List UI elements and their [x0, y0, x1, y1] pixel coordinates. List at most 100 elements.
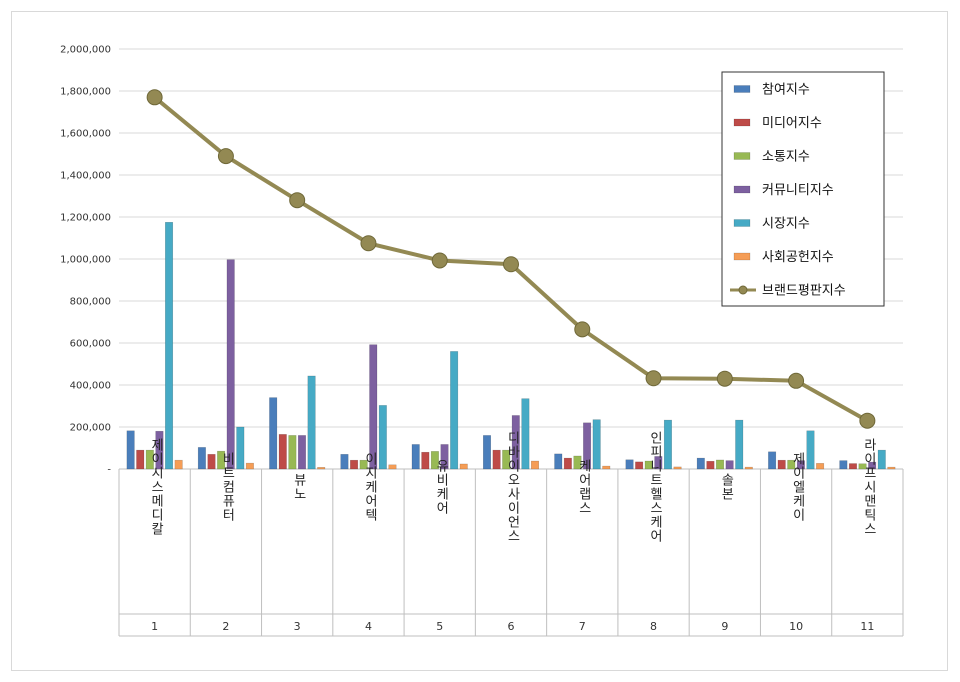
bar — [226, 259, 235, 470]
bar — [592, 419, 601, 470]
y-tick-label: - — [107, 465, 111, 476]
rank-label: 3 — [294, 620, 301, 633]
bar — [440, 444, 449, 470]
bar — [796, 460, 805, 470]
bar — [839, 460, 848, 470]
bar — [317, 467, 326, 470]
legend-label: 사회공헌지수 — [762, 250, 834, 265]
bar — [706, 460, 715, 470]
y-tick-label: 200,000 — [70, 423, 111, 434]
legend-swatch — [733, 118, 751, 127]
bar — [777, 459, 786, 470]
category-label: 제이시스메디칼 — [148, 438, 163, 536]
bar — [459, 463, 468, 470]
bar — [340, 454, 349, 470]
legend-label: 브랜드평판지수 — [762, 284, 846, 299]
line-point — [574, 321, 591, 338]
legend-label: 커뮤니티지수 — [762, 183, 834, 198]
bar — [858, 463, 867, 470]
y-tick-label: 600,000 — [70, 339, 111, 350]
bar — [197, 447, 206, 470]
bar — [288, 435, 297, 470]
rank-label: 11 — [860, 620, 874, 633]
category-label: 솔본 — [718, 473, 733, 501]
legend-label: 참여지수 — [762, 83, 810, 98]
line-point — [360, 235, 377, 252]
category-label: 이지케어텍 — [362, 452, 377, 522]
y-tick-label: 800,000 — [70, 297, 111, 308]
bar — [554, 453, 563, 470]
rank-label: 6 — [508, 620, 515, 633]
y-tick-label: 400,000 — [70, 381, 111, 392]
bar — [521, 398, 530, 470]
bar — [848, 463, 857, 470]
line-point — [788, 372, 805, 389]
line-point — [645, 370, 662, 387]
bar — [411, 444, 420, 470]
rank-label: 10 — [789, 620, 803, 633]
bar — [573, 455, 582, 470]
line-point — [289, 192, 306, 209]
bar — [245, 462, 254, 470]
line-point — [146, 89, 163, 106]
bar — [602, 465, 611, 470]
category-label: 라이프시맨틱스 — [861, 438, 876, 536]
bar — [635, 461, 644, 470]
bar — [868, 461, 877, 470]
rank-label: 9 — [721, 620, 728, 633]
bar — [673, 466, 682, 470]
y-tick-label: 1,800,000 — [60, 87, 111, 98]
bar — [502, 449, 511, 470]
line-point — [859, 412, 876, 429]
bar — [136, 449, 145, 470]
bar — [307, 375, 316, 470]
bar — [421, 451, 430, 470]
legend-swatch — [733, 152, 751, 160]
y-tick-label: 1,400,000 — [60, 171, 111, 182]
line-point — [431, 252, 448, 269]
category-label: 디바이오사이언스 — [505, 431, 520, 543]
bar — [155, 430, 164, 470]
bar — [887, 466, 896, 470]
bar — [816, 463, 825, 470]
legend-label: 시장지수 — [762, 217, 810, 232]
bar — [369, 344, 378, 470]
line-point — [716, 370, 733, 387]
bar — [483, 435, 491, 470]
line-point — [217, 148, 234, 165]
bar — [716, 459, 725, 470]
category-label: 케어랩스 — [576, 459, 591, 515]
rank-label: 4 — [365, 620, 372, 633]
bar — [531, 460, 539, 470]
legend-swatch — [733, 85, 751, 93]
bar — [278, 434, 287, 470]
bar — [583, 422, 592, 470]
rank-label: 7 — [579, 620, 586, 633]
category-label: 뷰노 — [291, 473, 306, 501]
bar — [217, 450, 226, 470]
bar — [877, 449, 886, 470]
category-label: 유비케어 — [433, 459, 448, 515]
legend-label: 소통지수 — [762, 150, 810, 165]
rank-label: 1 — [151, 620, 158, 633]
bar — [297, 435, 306, 470]
bar — [787, 459, 796, 470]
bar — [735, 419, 744, 470]
y-tick-label: 2,000,000 — [60, 45, 111, 56]
bar — [450, 351, 459, 470]
bar — [359, 459, 368, 470]
bar — [725, 460, 734, 470]
bar — [511, 415, 520, 470]
rank-label: 5 — [436, 620, 443, 633]
bar — [378, 405, 387, 470]
bar — [174, 459, 183, 470]
bar — [145, 449, 154, 470]
y-tick-label: 1,200,000 — [60, 213, 111, 224]
rank-label: 2 — [222, 620, 229, 633]
bar — [236, 426, 245, 470]
bar — [207, 454, 216, 470]
category-label: 인피니트헬스케어 — [647, 431, 662, 543]
bar — [663, 419, 672, 470]
legend-swatch — [733, 185, 751, 194]
